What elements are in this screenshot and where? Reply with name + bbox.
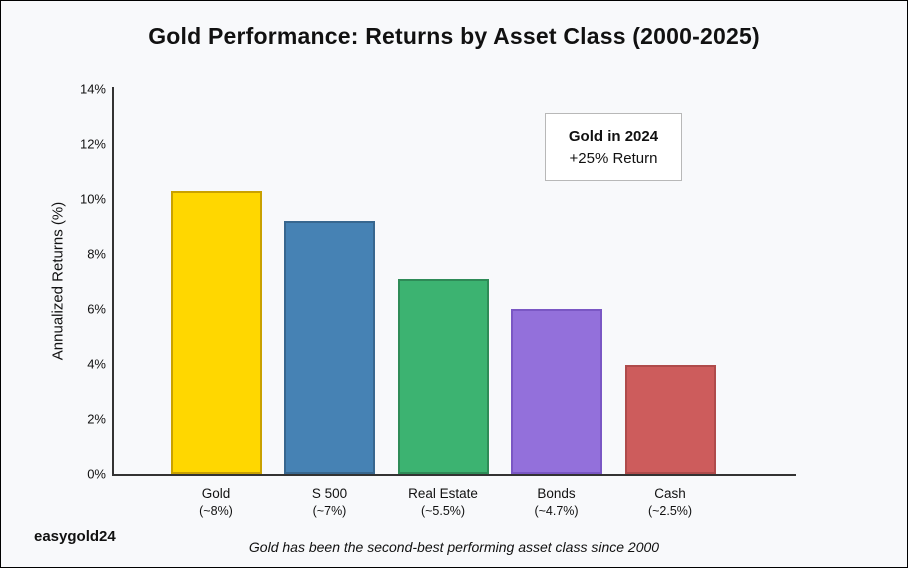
bar-gold: [170, 191, 262, 474]
y-axis-line: [112, 87, 114, 476]
x-tick-label: S 500: [311, 486, 348, 501]
x-tick-sublabel: (~5.5%): [420, 504, 466, 518]
chart-title: Gold Performance: Returns by Asset Class…: [148, 23, 760, 49]
x-tick-sublabel: (~2.5%): [647, 504, 693, 518]
y-tick-label: 14%: [79, 81, 106, 97]
x-axis-line: [112, 474, 796, 476]
annotation-box: Gold in 2024 +25% Return: [545, 113, 682, 181]
y-tick-label: 12%: [79, 136, 106, 152]
x-tick-label: Real Estate: [408, 486, 478, 501]
y-tick-label: 8%: [87, 246, 106, 262]
y-tick-label: 2%: [87, 411, 106, 427]
x-tick-sublabel: (~8%): [199, 504, 233, 518]
x-tick-sublabel: (~4.7%): [534, 504, 579, 518]
x-tick-label: Gold: [201, 486, 231, 501]
y-tick-label: 6%: [87, 301, 106, 317]
caption: Gold has been the second-best performing…: [248, 539, 660, 555]
bar-s-500: [284, 221, 375, 474]
y-tick-label: 0%: [87, 466, 106, 482]
bar-cash: [624, 365, 716, 474]
x-tick-sublabel: (~7%): [312, 504, 347, 518]
watermark: easygold24: [34, 528, 116, 545]
annotation-subtitle: +25% Return: [569, 149, 658, 167]
bar-real-estate: [397, 279, 489, 474]
bar-bonds: [511, 309, 602, 474]
y-tick-label: 10%: [79, 191, 106, 207]
y-axis-title: Annualized Returns (%): [49, 201, 67, 361]
y-tick-label: 4%: [87, 356, 106, 372]
annotation-title: Gold in 2024: [568, 127, 659, 145]
x-tick-label: Cash: [654, 486, 686, 501]
x-tick-label: Bonds: [537, 486, 576, 501]
